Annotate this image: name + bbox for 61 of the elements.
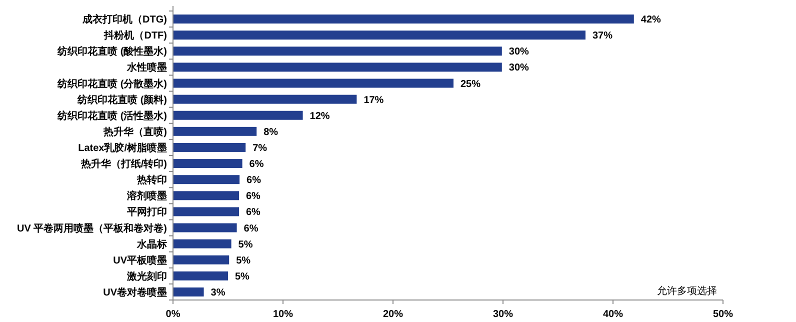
x-tick-label: 50% [712,309,734,320]
data-label: 7% [252,142,268,154]
y-tick-label: UV卷对卷喷墨 [103,286,167,298]
data-label: 8% [264,126,278,138]
y-tick-label: 热升华（打纸/转印) [80,158,167,170]
data-label: 5% [236,255,251,266]
y-tick-label: 纺织印花直喷 (活性墨水) [56,110,167,122]
data-label: 6% [246,175,262,186]
data-label: 3% [210,287,226,298]
y-tick-label: 成衣打印机（DTG) [82,14,167,26]
y-tick-label: 热升华（直喷) [102,126,167,138]
data-label: 5% [235,271,250,282]
y-tick-label: UV平板喷墨 [113,254,167,266]
y-tick-label: 平网打印 [126,206,167,218]
bar [173,255,230,264]
data-label: 25% [460,78,481,90]
x-tick-label: 30% [492,309,514,320]
bar [173,191,239,200]
x-tick-label: 0% [166,309,180,320]
x-tick-label: 20% [382,309,404,320]
y-tick-label: 纺织印花直喷 (分散墨水) [56,78,167,90]
y-tick-label: 热转印 [136,174,167,186]
bar [173,14,634,24]
x-tick-label: 10% [272,309,294,320]
data-label: 30% [508,62,530,74]
data-label: 30% [508,46,530,58]
data-label: 12% [310,110,330,122]
bar [173,142,246,152]
annotation: 允许多项选择 [657,285,717,297]
y-tick-label: 水晶标 [136,238,167,250]
y-tick-label: 纺织印花直喷 (酸性墨水) [56,46,167,58]
data-label: 6% [244,223,258,234]
bar [173,94,357,104]
bar [173,223,237,232]
bar [173,78,454,88]
bar [173,126,257,136]
data-label: 5% [238,239,253,250]
x-tick-label: 40% [602,309,624,320]
bar [173,207,239,216]
y-tick-label: 水性喷墨 [126,62,167,74]
bar [173,110,303,120]
y-tick-label: UV 平卷两用喷墨（平板和卷对卷) [17,222,167,234]
bar [173,287,204,296]
data-label: 6% [246,191,261,202]
y-tick-label: 激光刻印 [126,270,167,282]
data-label: 6% [249,159,264,170]
bar [173,175,240,184]
y-tick-label: 溶剂喷墨 [126,190,167,202]
bar [173,46,502,56]
data-label: 37% [592,30,613,42]
bar [173,271,228,280]
data-label: 17% [364,94,384,106]
y-tick-label: 纺织印花直喷 (颜料) [76,94,167,106]
y-tick-label: Latex乳胶/树脂喷墨 [78,142,167,154]
bar [173,30,586,40]
bar [173,239,232,248]
bar [173,62,502,72]
data-label: 42% [640,14,662,26]
data-label: 6% [246,207,261,218]
bar [173,159,242,168]
y-tick-label: 抖粉机（DTF) [103,30,167,42]
